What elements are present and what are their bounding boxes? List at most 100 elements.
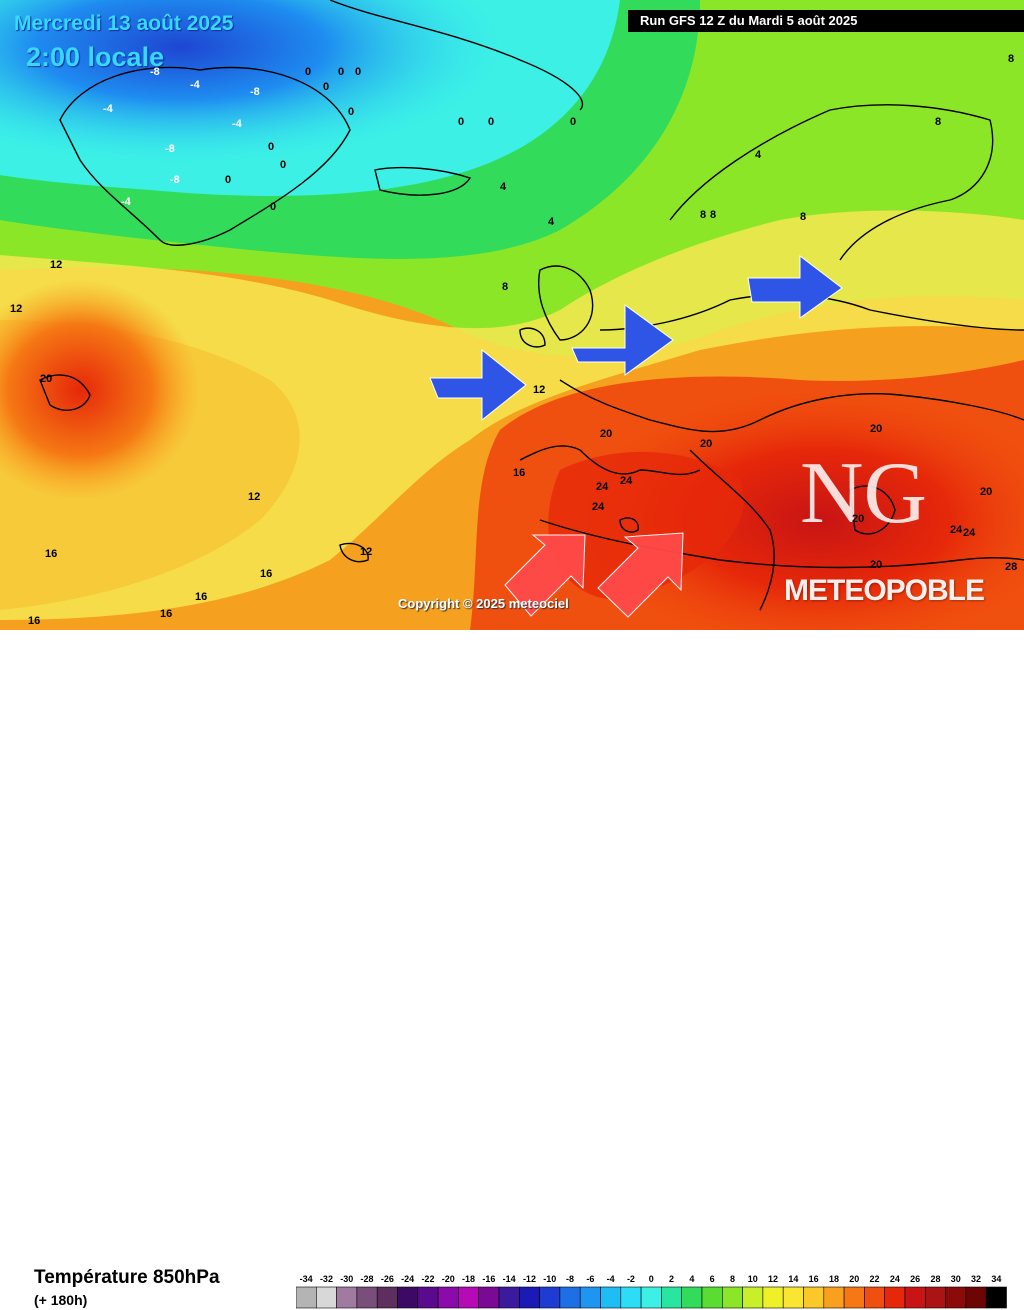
isotherm-label: 8: [710, 209, 716, 221]
isotherm-label: -4: [121, 196, 132, 208]
scale-label: -30: [340, 1274, 353, 1284]
scale-label: -32: [320, 1274, 333, 1284]
isotherm-label: 4: [548, 216, 555, 228]
scale-label: -18: [462, 1274, 475, 1284]
coastlines: [39, 0, 1024, 611]
scale-label: -8: [566, 1274, 574, 1284]
scale-label: 24: [890, 1274, 900, 1284]
scale-swatch: [661, 1286, 682, 1309]
scale-swatch: [823, 1286, 845, 1309]
scale-swatch: [843, 1286, 865, 1309]
scale-label: 4: [689, 1274, 694, 1284]
isotherm-label: 12: [533, 384, 545, 396]
scale-label: 10: [748, 1274, 758, 1284]
scale-label: -26: [381, 1274, 394, 1284]
coast-greenland: [59, 66, 351, 246]
isotherm-label: 0: [270, 201, 276, 213]
scale-swatch: [945, 1286, 967, 1309]
cold-core: [0, 0, 720, 260]
isotherm-label: 12: [50, 259, 62, 271]
isotherm-label: 16: [195, 591, 207, 603]
isotherm-label: 8: [1008, 53, 1014, 65]
scale-swatch: [864, 1286, 886, 1309]
scale-label: -34: [300, 1274, 313, 1284]
scale-label: 22: [870, 1274, 880, 1284]
scale-swatch: [356, 1286, 378, 1309]
scale-label: 12: [768, 1274, 778, 1284]
scale-swatch: [437, 1286, 459, 1309]
scale-label: -12: [523, 1274, 536, 1284]
isotherm-label: 0: [348, 106, 354, 118]
isotherm-label: 8: [700, 209, 706, 221]
isotherm-label: -4: [103, 103, 114, 115]
scale-swatch: [985, 1286, 1007, 1309]
scale-swatch: [539, 1286, 561, 1309]
isotherm-label: -8: [170, 174, 180, 186]
isotherm-label: 20: [600, 428, 612, 440]
scale-label: 16: [809, 1274, 819, 1284]
coast-scandinavia: [669, 104, 994, 261]
scale-swatch: [965, 1286, 987, 1309]
scale-label: 2: [669, 1274, 674, 1284]
isotherm-label: -8: [150, 66, 160, 78]
scale-swatch: [478, 1286, 500, 1309]
isotherm-label: 28: [1005, 561, 1017, 573]
scale-label: 6: [710, 1274, 715, 1284]
scale-label: -20: [442, 1274, 455, 1284]
red-arrow-2: [597, 532, 684, 618]
scale-swatch: [336, 1286, 358, 1309]
isotherm-label: -4: [232, 118, 243, 130]
coast-iberia: [519, 445, 701, 476]
isotherm-label: 8: [800, 211, 806, 223]
isotherm-label: 24: [592, 501, 605, 513]
hot-core-west: [0, 280, 200, 500]
isotherm-label: 12: [248, 491, 260, 503]
isotherm-label: -8: [165, 143, 175, 155]
isotherm-label: 20: [700, 438, 712, 450]
scale-label: -14: [503, 1274, 516, 1284]
legend-title: Température 850hPa: [34, 1267, 220, 1288]
isotherm-label: 16: [160, 608, 172, 620]
coast-iceland: [374, 166, 472, 196]
isotherm-label: 16: [513, 467, 525, 479]
isotherm-label: 24: [620, 475, 633, 487]
scale-label: -10: [543, 1274, 556, 1284]
scale-label: 28: [930, 1274, 940, 1284]
watermark-letters: NG: [800, 445, 927, 542]
isotherm-label: 12: [10, 303, 22, 315]
scale-swatch: [742, 1286, 764, 1309]
isotherm-label: -8: [250, 86, 260, 98]
red-arrow-1: [504, 534, 586, 617]
isotherm-label: 0: [338, 66, 344, 78]
scale-swatch: [803, 1286, 825, 1309]
scale-swatch: [458, 1286, 479, 1309]
isotherm-label: 0: [488, 116, 494, 128]
blue-arrow-3: [747, 254, 843, 319]
isotherm-label: 4: [500, 181, 507, 193]
scale-label: 14: [788, 1274, 798, 1284]
isotherm-label: 20: [40, 373, 52, 385]
scale-swatch: [315, 1286, 337, 1309]
isotherm-label: 24: [950, 524, 963, 536]
isotherm-label: 0: [305, 66, 311, 78]
legend-subtitle: (+ 180h): [34, 1292, 88, 1308]
copyright-text: Copyright © 2025 meteociel: [398, 596, 569, 611]
isotherm-label: 0: [323, 81, 329, 93]
coast-greece: [849, 485, 896, 535]
scale-label: -4: [607, 1274, 615, 1284]
scale-label: -28: [361, 1274, 374, 1284]
scale-swatch: [640, 1286, 662, 1309]
coast-azores: [39, 374, 91, 411]
isotherm-label: 0: [458, 116, 464, 128]
scale-swatch: [762, 1286, 784, 1309]
scale-swatch: [701, 1286, 723, 1309]
blue-arrow-1: [429, 348, 527, 422]
isotherm-label: 20: [980, 486, 992, 498]
forecast-date: Mercredi 13 août 2025: [14, 12, 234, 35]
coast-britain: [538, 265, 594, 341]
scale-label: 8: [730, 1274, 735, 1284]
scale-label: 32: [971, 1274, 981, 1284]
legend-footer: Température 850hPa (+ 180h) -34 -32 -30 -28…: [0, 630, 1024, 1309]
scale-label: -24: [401, 1274, 414, 1284]
